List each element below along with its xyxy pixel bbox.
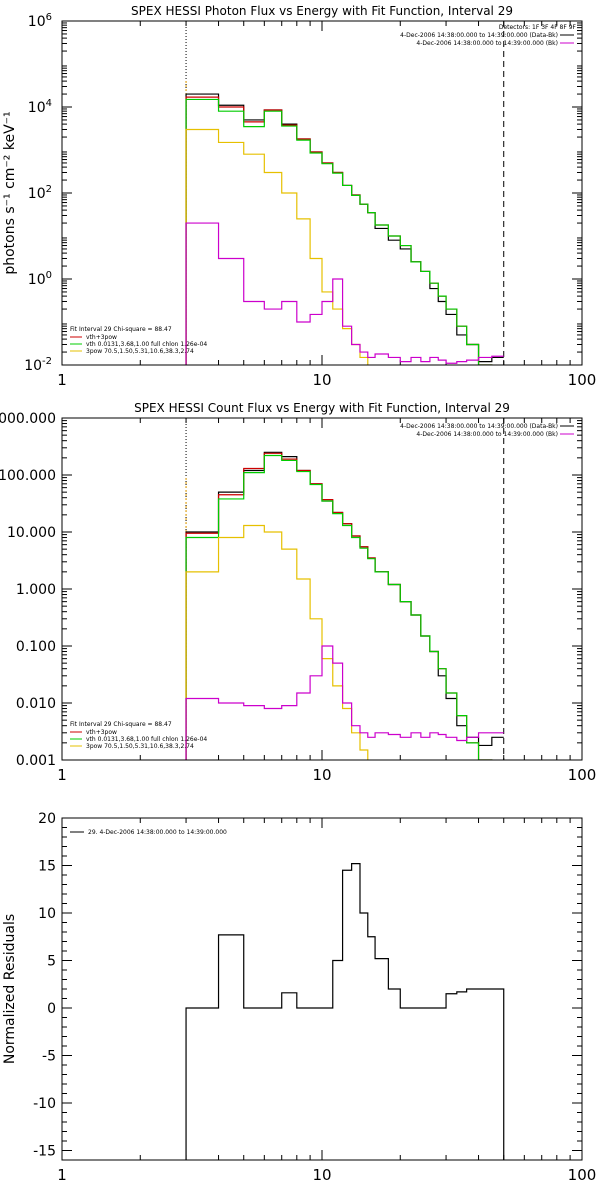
y-tick-label: 1.000	[16, 582, 56, 598]
legend-entry: 4-Dec-2006 14:38:00.000 to 14:39:00.000 …	[416, 40, 558, 47]
y-tick-label: -5	[42, 1049, 56, 1065]
y-tick-base: 10	[28, 100, 46, 116]
fit-info-text: Fit Interval 29 Chi-square = 88.47	[70, 721, 172, 728]
y-tick-exponent: 0	[46, 270, 52, 281]
x-tick-label: 100	[568, 766, 597, 784]
x-tick-label: 100	[568, 1166, 597, 1184]
y-tick-exponent: -2	[42, 356, 52, 367]
chart-title: SPEX HESSI Photon Flux vs Energy with Fi…	[131, 4, 513, 18]
fit-legend-entry: vth+3pow	[86, 334, 117, 341]
series-line-3pow	[185, 128, 369, 365]
fit-info-text: Fit Interval 29 Chi-square = 88.47	[70, 326, 172, 333]
y-tick-label: 100.000	[0, 468, 56, 484]
y-tick-label: 0.100	[16, 639, 56, 655]
y-axis-label: photons s⁻¹ cm⁻² keV⁻¹	[2, 111, 18, 274]
series-line-vth	[185, 454, 493, 760]
legend-entry: 4-Dec-2006 14:38:00.000 to 14:39:00.000 …	[416, 431, 558, 438]
series-group	[185, 93, 504, 365]
series-line-residuals	[185, 863, 505, 1160]
y-tick-label: 0	[47, 1001, 56, 1017]
x-tick-label: 100	[568, 371, 597, 389]
legend-entry: 4-Dec-2006 14:38:00.000 to 14:39:00.000 …	[400, 423, 558, 430]
series-line-data-bk	[185, 93, 504, 365]
y-tick-label: 10	[38, 906, 56, 922]
chart-panel-2: SPEX HESSI Count Flux vs Energy with Fit…	[0, 401, 597, 784]
y-tick-label: -15	[33, 1144, 56, 1160]
y-tick-base: 10	[24, 358, 42, 374]
y-tick-label: 102	[28, 184, 52, 202]
x-tick-label: 10	[312, 766, 331, 784]
x-tick-label: 1	[57, 1166, 67, 1184]
fit-legend-entry: 3pow 70.5,1.50,5.31,10.6,38.3,2.74	[86, 743, 194, 750]
y-tick-label: 0.010	[16, 696, 56, 712]
y-tick-base: 10	[28, 186, 46, 202]
y-tick-label: 20	[38, 811, 56, 827]
y-tick-label: 10-2	[24, 356, 52, 374]
x-tick-label: 1	[57, 766, 67, 784]
y-tick-exponent: 4	[46, 98, 52, 109]
y-tick-base: 10	[28, 272, 46, 288]
x-tick-label: 1	[57, 371, 67, 389]
y-tick-label: 104	[28, 98, 52, 116]
x-tick-label: 10	[312, 371, 331, 389]
chart-panel-3: 1 10 100 -15 -10 -5 0 5 10 15 20 Normalized Residua…	[2, 811, 596, 1184]
y-tick-base: 10	[28, 14, 46, 30]
fit-legend-entry: vth+3pow	[86, 729, 117, 736]
chart-title: SPEX HESSI Count Flux vs Energy with Fit…	[134, 401, 510, 415]
y-tick-exponent: 6	[46, 12, 52, 23]
series-group	[185, 863, 505, 1160]
series-line-3pow	[185, 524, 369, 760]
fit-legend-entry: vth 0.0131,3.68,1.00 full chlon 1.26e-04	[86, 736, 207, 743]
fit-legend-entry: 3pow 70.5,1.50,5.31,10.6,38.3,2.74	[86, 348, 194, 355]
series-line-bk	[185, 222, 504, 365]
chart-panel-1: SPEX HESSI Photon Flux vs Energy with Fi…	[2, 4, 597, 389]
series-line-vth	[185, 98, 493, 365]
x-tick-label: 10	[312, 1166, 331, 1184]
plot-frame	[61, 417, 583, 761]
y-tick-label: 0.001	[16, 753, 56, 769]
fit-legend-entry: vth 0.0131,3.68,1.00 full chlon 1.26e-04	[86, 341, 207, 348]
y-tick-label: 10.000	[7, 525, 56, 541]
y-tick-label: 5	[47, 954, 56, 970]
legend-entry: 29. 4-Dec-2006 14:38:00.000 to 14:39:00.…	[88, 829, 227, 836]
plot-frame	[61, 817, 583, 1161]
series-group	[185, 451, 504, 760]
y-tick-label: 15	[38, 859, 56, 875]
series-line-vth-3pow	[185, 452, 493, 760]
y-tick-label: -10	[33, 1096, 56, 1112]
series-line-bk	[185, 645, 504, 760]
y-tick-exponent: 2	[46, 184, 52, 195]
y-tick-label: 100	[28, 270, 52, 288]
plot-frame	[61, 20, 583, 366]
y-axis-label: Normalized Residuals	[2, 914, 18, 1064]
legend-entry: 4-Dec-2006 14:38:00.000 to 14:39:00.000 …	[400, 32, 558, 39]
y-tick-label: 106	[28, 12, 52, 30]
detectors-text: Detectors: 1F 3F 4F 8F 9F	[499, 24, 577, 31]
